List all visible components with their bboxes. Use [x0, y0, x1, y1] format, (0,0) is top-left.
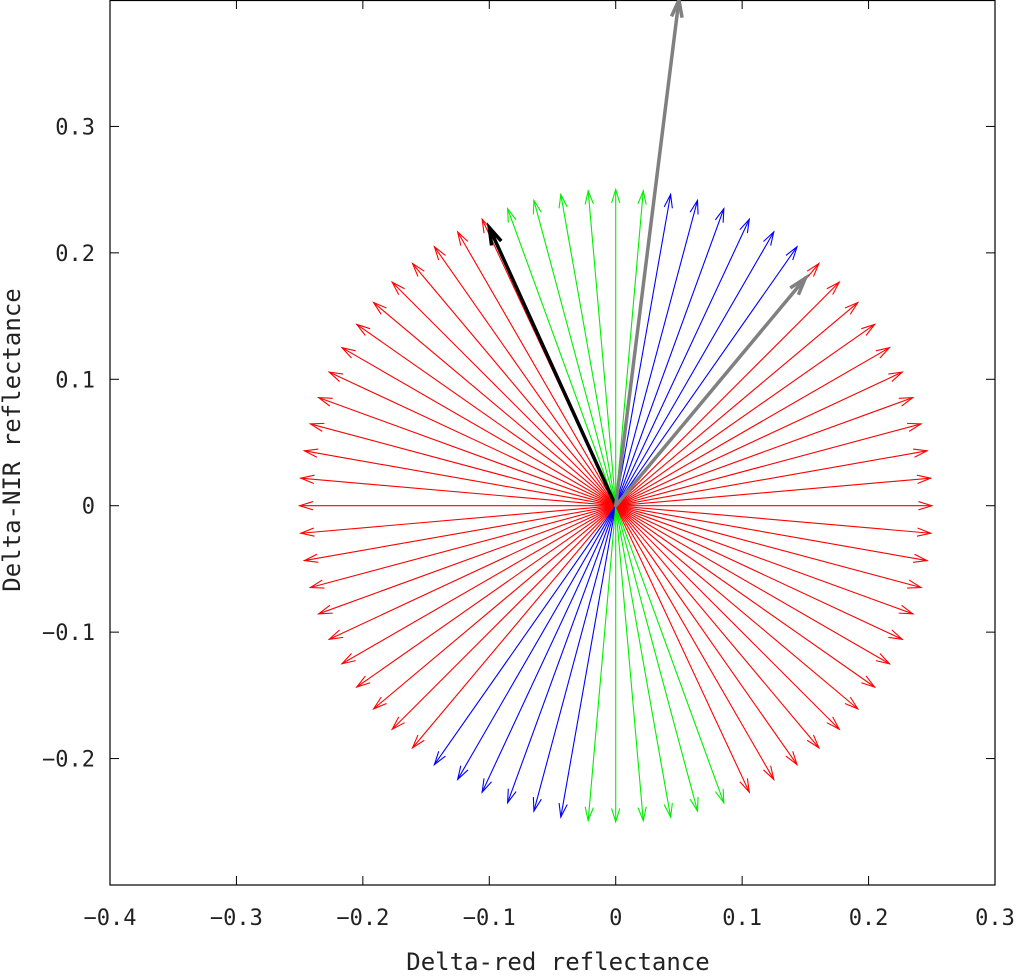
fan-vector — [316, 505, 617, 615]
x-tick-label: 0.3 — [975, 906, 1015, 931]
axis-ticks: −0.4 −0.3 −0.2 −0.1 0 0.1 0.2 0.3 −0.2 −0.1 0 0.1 0.… — [42, 0, 1015, 931]
fan-vector — [390, 280, 617, 507]
fan-vector — [611, 187, 621, 507]
fan-vector — [584, 505, 617, 823]
fan-vector — [302, 448, 617, 507]
fan-vector — [297, 501, 617, 511]
fan-vector — [611, 505, 621, 824]
x-tick-label: 0.1 — [722, 906, 762, 931]
fan-vector — [481, 505, 617, 794]
x-tick-label: −0.3 — [210, 906, 263, 931]
fan-vector — [615, 505, 933, 537]
fan-vector — [308, 505, 617, 589]
gray-vector — [613, 273, 810, 508]
y-tick-label: −0.1 — [42, 621, 95, 646]
fan-vector — [506, 206, 617, 507]
fan-vector — [558, 505, 617, 819]
fan-vector — [456, 505, 617, 782]
fan-vector — [615, 505, 725, 805]
fan-vector — [615, 346, 892, 507]
fan-vector — [615, 188, 647, 507]
fan-vector — [411, 505, 617, 750]
fan-vector — [411, 262, 617, 507]
fan-vector — [298, 505, 617, 537]
fan-vector — [558, 192, 617, 507]
fan-vector — [615, 230, 775, 507]
fan-vector — [355, 323, 617, 507]
fan-vector — [327, 371, 617, 507]
fan-vector — [615, 217, 751, 507]
fan-vector — [532, 505, 617, 813]
fan-vector — [327, 505, 617, 641]
x-tick-label: −0.2 — [336, 906, 389, 931]
fan-vector — [316, 396, 617, 507]
fan-vector — [615, 448, 929, 507]
fan-vector — [615, 501, 934, 511]
fan-vector — [584, 188, 617, 507]
x-tick-label: 0 — [609, 906, 622, 931]
y-tick-label: 0.1 — [55, 368, 95, 393]
x-axis-label: Delta-red reflectance — [406, 948, 709, 976]
fan-vector — [615, 422, 923, 507]
fan-vector — [615, 206, 725, 507]
y-tick-label: 0.3 — [55, 115, 95, 140]
plot-frame — [109, 0, 996, 886]
fan-vector — [340, 346, 617, 507]
fan-vector — [615, 505, 923, 589]
fan-vector — [433, 245, 617, 507]
fan-vector — [298, 474, 617, 507]
axes-box — [109, 0, 996, 886]
fan-vector — [615, 505, 673, 819]
fan-vector — [615, 301, 860, 507]
fan-vector — [615, 192, 673, 507]
x-tick-label: −0.1 — [463, 906, 516, 931]
fan-vector — [615, 505, 751, 794]
x-tick-label: 0.2 — [849, 906, 889, 931]
highlight-vectors — [486, 0, 810, 508]
fan-vector — [615, 505, 877, 689]
black-vector — [486, 222, 618, 508]
fan-vector — [615, 505, 799, 767]
x-tick-label: −0.4 — [84, 906, 137, 931]
fan-vector — [390, 505, 617, 731]
fan-vector — [340, 505, 617, 665]
fan-vector — [302, 505, 617, 563]
y-tick-label: 0 — [82, 495, 95, 520]
y-tick-label: −0.2 — [42, 748, 95, 773]
fan-vector — [615, 396, 915, 507]
fan-vector — [615, 505, 821, 750]
fan-vector — [615, 505, 860, 711]
fan-vector — [506, 505, 617, 805]
fan-vector — [615, 505, 929, 563]
y-axis-label: Delta-NIR reflectance — [0, 288, 26, 591]
fan-vector — [372, 301, 617, 507]
fan-vector — [615, 505, 841, 731]
fan-vector — [615, 371, 904, 507]
gray-vector — [613, 0, 684, 508]
fan-vector — [615, 245, 799, 507]
fan-vector — [615, 323, 877, 507]
fan-vector — [615, 505, 915, 615]
fan-vector — [308, 422, 617, 507]
fan-vector — [615, 505, 892, 665]
fan-vector — [532, 198, 617, 507]
y-tick-label: 0.2 — [55, 242, 95, 267]
fan-vector — [615, 505, 775, 782]
fan-vector — [433, 505, 617, 767]
fan-vector — [615, 474, 933, 507]
fan-vector — [615, 505, 699, 813]
fan-vector — [615, 198, 699, 507]
fan-vector — [456, 230, 617, 507]
fan-vector — [615, 280, 841, 507]
fan-vector — [372, 505, 617, 711]
vector-fan — [297, 187, 934, 824]
fan-vector — [355, 505, 617, 689]
fan-vector — [615, 505, 647, 823]
fan-vector — [615, 505, 904, 641]
